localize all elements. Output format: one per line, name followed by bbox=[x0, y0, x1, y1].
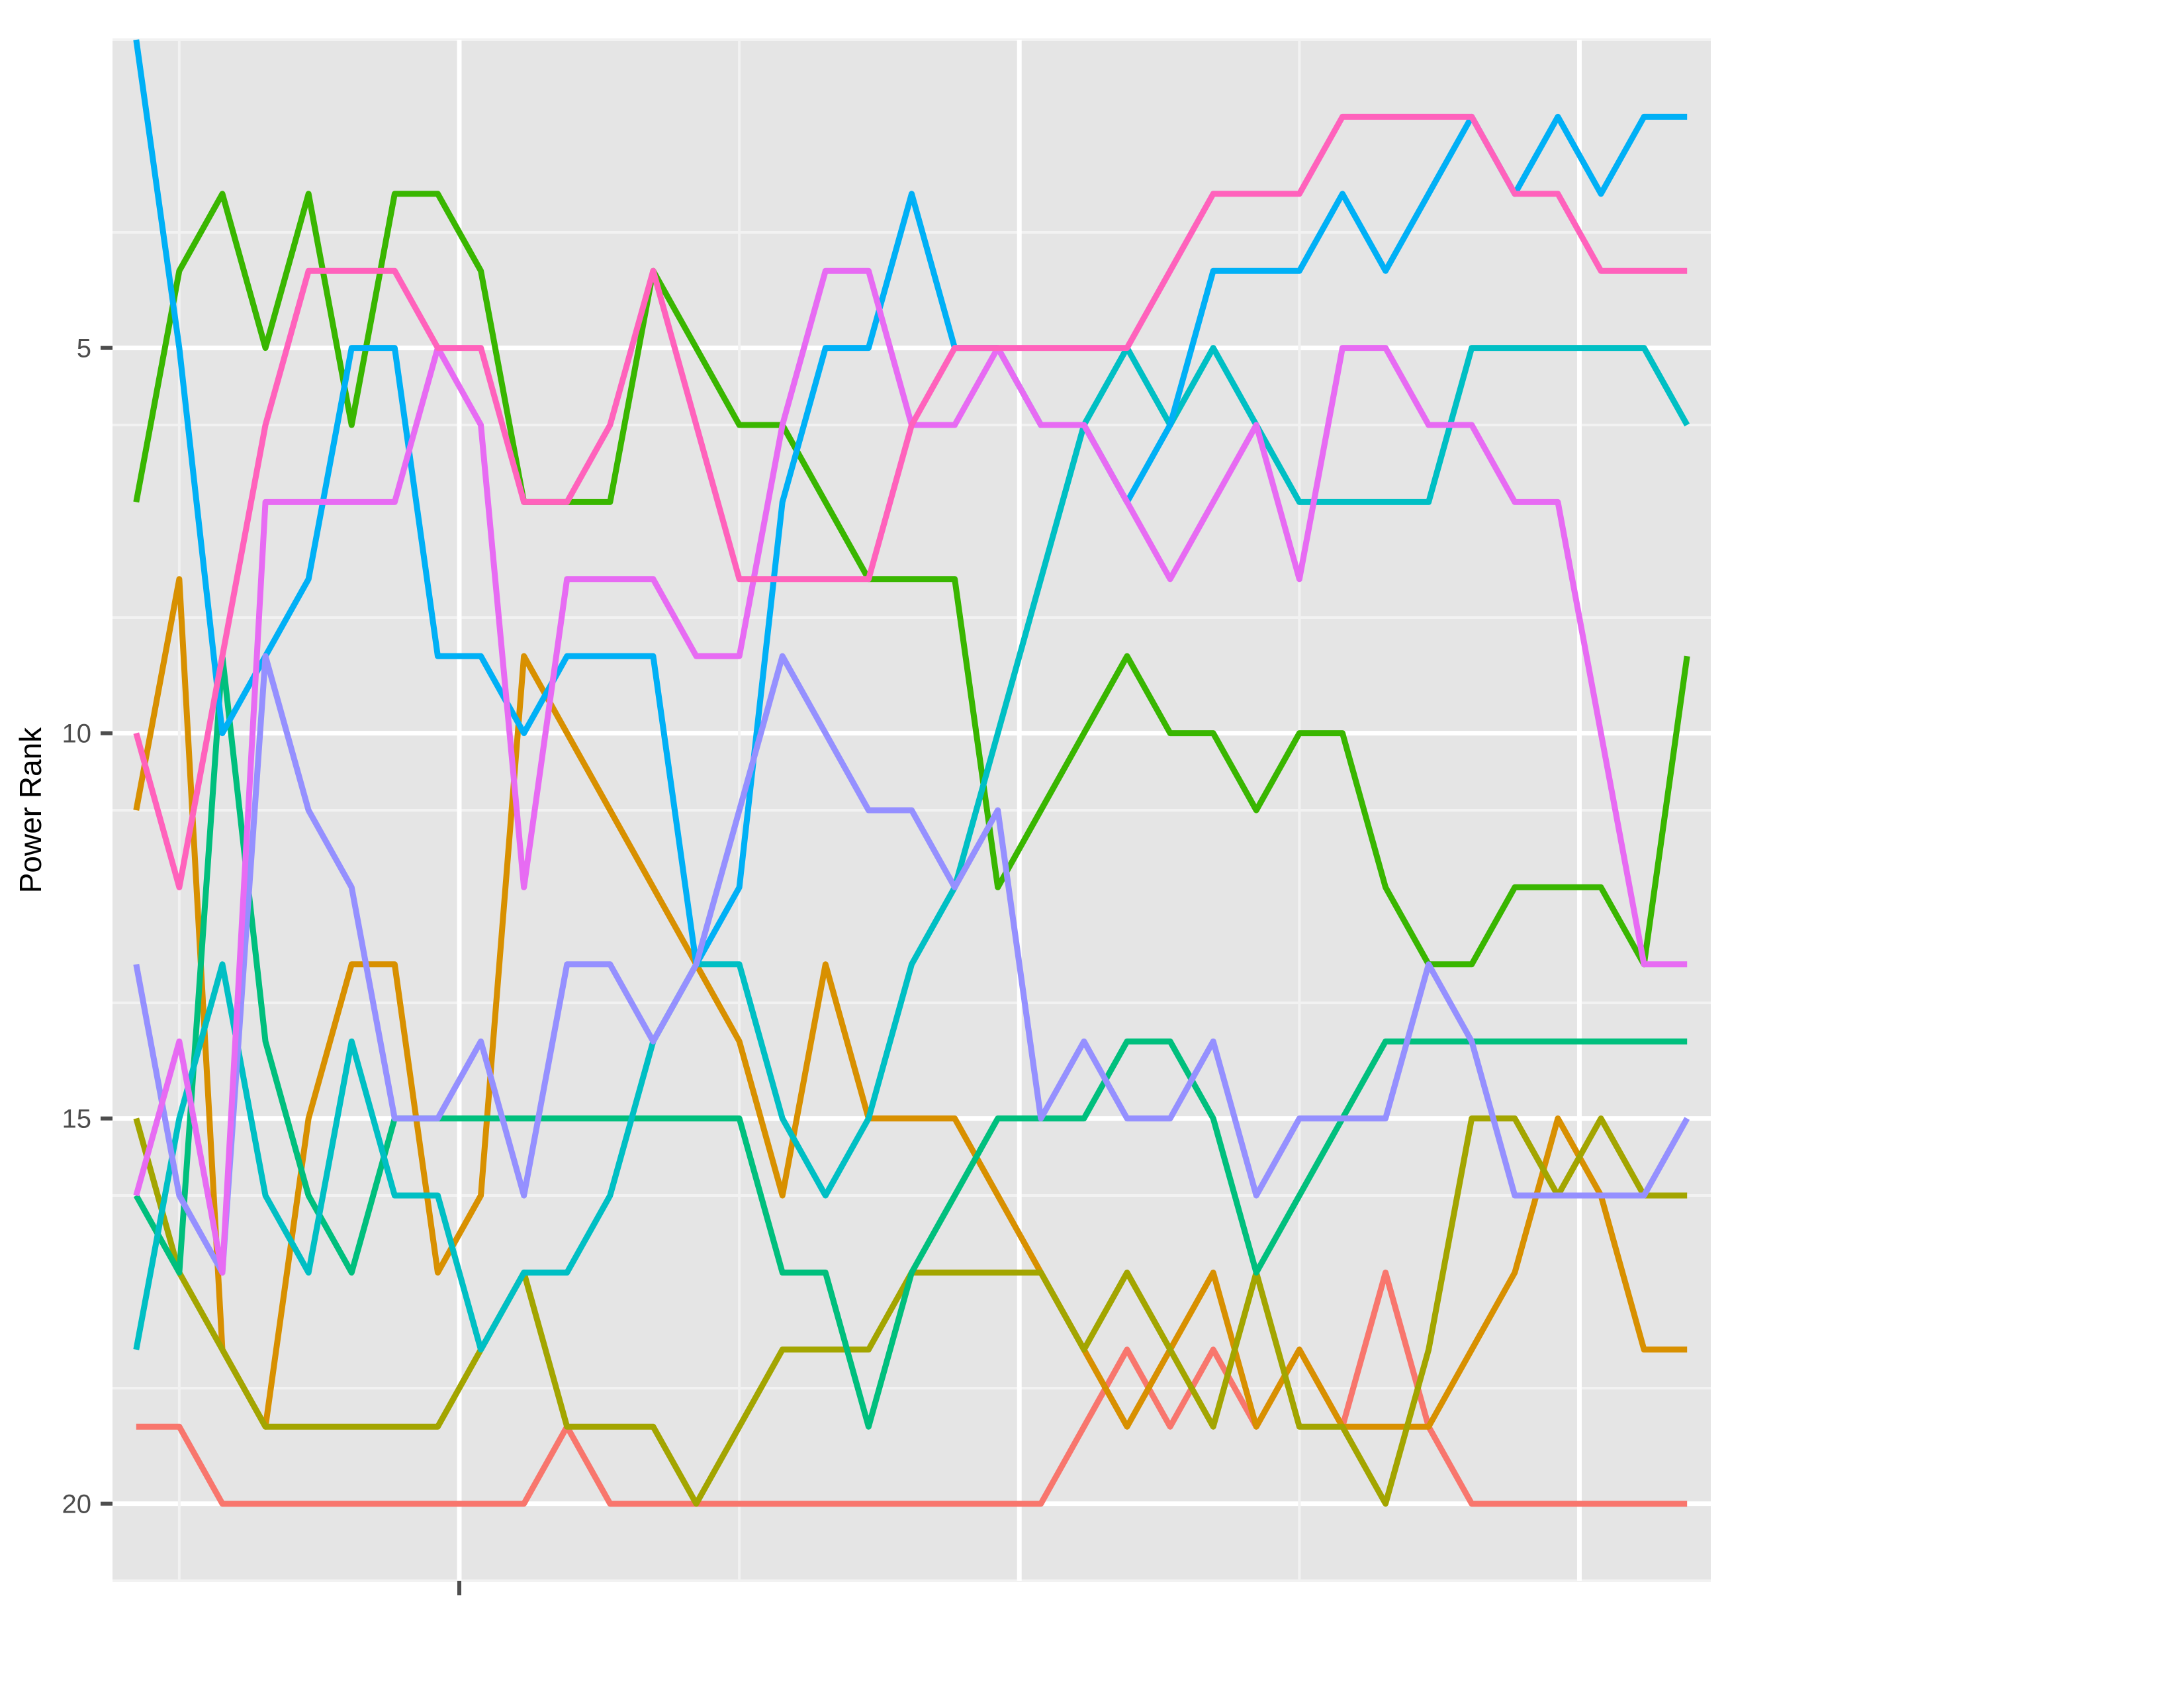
series-line bbox=[133, 39, 1688, 968]
series-line bbox=[133, 653, 1690, 1276]
y-axis-title: Power Rank bbox=[13, 727, 48, 894]
y-tick-label: 10 bbox=[62, 720, 92, 749]
y-tick-label: 5 bbox=[77, 334, 91, 363]
series-line bbox=[133, 113, 1688, 890]
y-tick-label: 15 bbox=[62, 1105, 92, 1134]
y-axis: 5 10 15 20 Power Rank bbox=[13, 334, 113, 1519]
y-tick-label: 20 bbox=[62, 1490, 92, 1519]
series-line bbox=[133, 345, 1690, 1353]
series-line bbox=[133, 576, 1688, 1430]
series-lines bbox=[133, 39, 1690, 1507]
